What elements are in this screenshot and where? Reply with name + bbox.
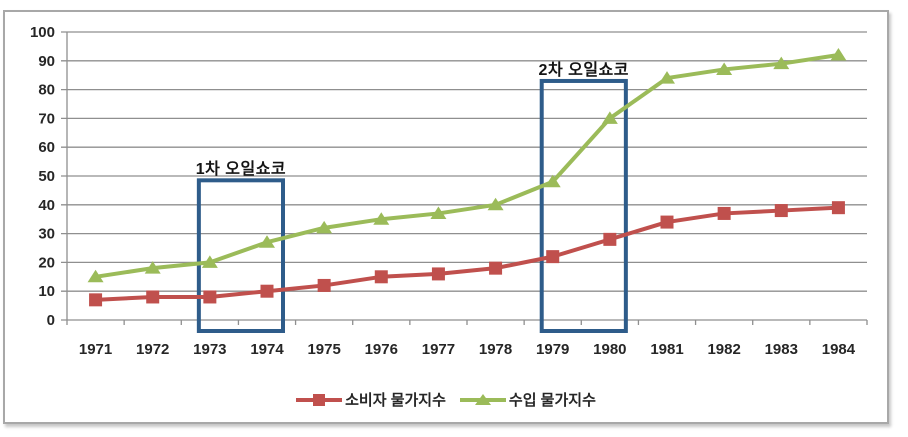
data-point-triangle	[430, 206, 447, 219]
legend-triangle-import	[474, 394, 491, 405]
data-point-square	[774, 204, 788, 218]
data-point-triangle	[144, 261, 161, 274]
series-line-import	[95, 53, 839, 279]
data-point-triangle	[601, 111, 618, 124]
x-axis-label: 1976	[365, 341, 398, 358]
data-point-triangle	[716, 62, 733, 75]
y-axis-tick-label: 90	[38, 53, 55, 70]
data-point-square	[603, 232, 617, 246]
x-axis-label: 1982	[707, 341, 740, 358]
x-axis-label: 1984	[822, 341, 856, 358]
x-axis-label: 1975	[307, 341, 340, 358]
oil-shock-box-2	[539, 78, 628, 333]
data-point-square	[489, 261, 503, 275]
data-point-triangle	[316, 220, 333, 234]
y-axis-tick-label: 50	[38, 168, 55, 185]
legend-item-import-price-index: 수입 물가지수	[459, 389, 596, 410]
x-axis-label: 1978	[479, 341, 512, 358]
legend: 소비자 물가지수 수입 물가지수	[5, 389, 887, 410]
data-point-triangle	[201, 255, 218, 268]
data-point-triangle	[259, 235, 275, 248]
annotation-first-oil-shock: 1차 오일쇼코	[195, 161, 287, 179]
x-axis-label: 1981	[650, 341, 683, 358]
y-axis-tick-label: 0	[47, 312, 55, 329]
data-point-square	[89, 293, 103, 307]
x-axis-label: 1979	[536, 341, 569, 358]
data-point-square	[831, 201, 845, 215]
legend-square-marker-icon	[296, 392, 343, 407]
data-point-triangle	[87, 269, 104, 283]
data-point-square	[374, 270, 388, 284]
data-point-triangle	[373, 212, 390, 225]
data-point-square	[546, 250, 560, 264]
y-axis-tick-label: 10	[38, 283, 55, 300]
y-axis-tick-label: 100	[30, 24, 55, 41]
annotation-second-oil-shock: 2차 오일쇼코	[538, 61, 630, 79]
data-point-triangle	[830, 48, 847, 61]
x-axis-label: 1983	[765, 341, 798, 358]
data-point-square	[146, 290, 160, 304]
data-point-square	[260, 284, 274, 298]
x-axis-label: 1980	[593, 341, 626, 358]
y-axis-tick-label: 60	[38, 139, 55, 156]
plot-area: 0 10 20 30 40 50 60 70 80 90 100 1971 1972 1973 1974 19…	[30, 24, 868, 358]
chart-frame: 0 10 20 30 40 50 60 70 80 90 100 1971 1972 1973 1974 19…	[3, 10, 889, 424]
data-point-triangle	[487, 197, 504, 211]
legend-square-consumer	[313, 394, 326, 406]
x-axis-label: 1973	[193, 341, 226, 358]
x-axis-label: 1974	[250, 341, 284, 358]
x-axis-label: 1972	[136, 341, 169, 358]
series-line-consumer	[95, 205, 839, 302]
legend-item-consumer-price-index: 소비자 물가지수	[296, 389, 446, 410]
data-point-triangle	[659, 71, 675, 84]
y-axis-tick-label: 20	[38, 254, 55, 271]
x-axis-label: 1977	[422, 341, 455, 358]
x-axis-label: 1971	[79, 341, 112, 358]
data-point-square	[431, 267, 445, 281]
oil-shock-box-1	[196, 178, 286, 333]
data-point-square	[203, 290, 217, 304]
data-point-square	[660, 215, 674, 229]
data-point-triangle	[544, 174, 561, 188]
legend-triangle-marker-icon	[459, 392, 506, 407]
y-axis-tick-label: 40	[38, 197, 55, 214]
legend-label-import: 수입 물가지수	[508, 392, 596, 409]
data-point-square	[317, 278, 331, 292]
y-axis-tick-label: 80	[38, 82, 55, 99]
data-point-triangle	[773, 56, 790, 70]
legend-label-consumer: 소비자 물가지수	[345, 392, 446, 409]
y-axis-tick-label: 70	[38, 110, 55, 127]
data-point-square	[717, 206, 731, 220]
y-axis-tick-label: 30	[38, 226, 55, 243]
